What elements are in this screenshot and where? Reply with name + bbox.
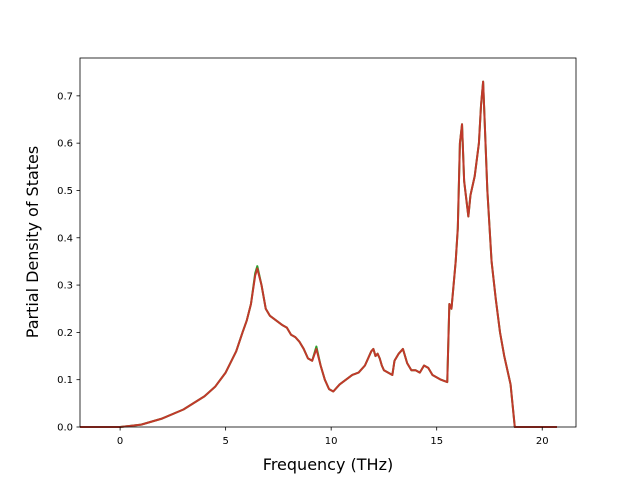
y-axis-title: Partial Density of States (23, 146, 42, 338)
x-axis-ticks: 0 5 10 15 20 (117, 427, 549, 447)
x-tick-label: 5 (222, 436, 228, 447)
y-tick-label: 0.5 (57, 186, 73, 197)
y-tick-label: 0.2 (57, 328, 73, 339)
y-tick-label: 0.1 (57, 375, 73, 386)
y-axis-ticks: 0.0 0.1 0.2 0.3 0.4 0.5 0.6 0.7 (57, 91, 80, 434)
y-tick-label: 0.7 (57, 91, 73, 102)
x-tick-label: 0 (117, 436, 123, 447)
x-tick-label: 10 (325, 436, 338, 447)
plot-frame (79, 57, 577, 428)
y-tick-label: 0.6 (57, 139, 73, 150)
series-line-2 (80, 80, 557, 428)
series-layer (80, 80, 557, 428)
x-tick-label: 15 (430, 436, 443, 447)
x-tick-label: 20 (536, 436, 549, 447)
y-tick-label: 0.3 (57, 281, 73, 292)
y-tick-label: 0.0 (57, 423, 73, 434)
y-tick-label: 0.4 (57, 233, 73, 244)
x-axis-title: Frequency (THz) (263, 455, 393, 474)
